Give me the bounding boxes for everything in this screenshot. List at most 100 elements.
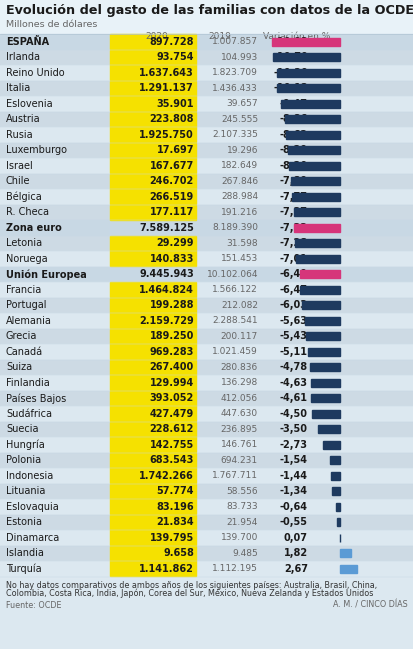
Bar xyxy=(306,332,339,340)
Text: 288.984: 288.984 xyxy=(221,192,257,201)
Text: -10,20: -10,20 xyxy=(273,67,307,78)
Text: 1.436.433: 1.436.433 xyxy=(212,84,257,93)
Bar xyxy=(0,437,413,452)
Bar xyxy=(0,452,413,468)
Text: -7,01: -7,01 xyxy=(279,254,307,263)
Bar xyxy=(288,146,339,154)
Text: 2.288.541: 2.288.541 xyxy=(212,316,257,325)
Text: Dinamarca: Dinamarca xyxy=(6,533,59,543)
Bar xyxy=(299,286,339,294)
Text: -6,47: -6,47 xyxy=(279,285,307,295)
Text: Hungría: Hungría xyxy=(6,439,45,450)
Text: -7,77: -7,77 xyxy=(279,191,307,202)
Text: -7,28: -7,28 xyxy=(279,238,307,249)
Bar xyxy=(291,193,339,201)
Bar xyxy=(110,127,195,142)
Text: Colombia, Costa Rica, India, Japón, Corea del Sur, México, Nueva Zelanda y Estad: Colombia, Costa Rica, India, Japón, Core… xyxy=(6,589,373,598)
Bar xyxy=(0,468,413,484)
Text: 1.007.857: 1.007.857 xyxy=(211,37,257,46)
Bar xyxy=(110,360,195,374)
Bar xyxy=(0,49,413,65)
Bar xyxy=(0,220,413,236)
Bar xyxy=(294,239,339,247)
Text: 1.823.709: 1.823.709 xyxy=(211,68,257,77)
Bar xyxy=(110,406,195,421)
Bar xyxy=(110,422,195,437)
Text: -5,63: -5,63 xyxy=(279,316,307,326)
Bar xyxy=(0,561,413,576)
Text: -0,64: -0,64 xyxy=(279,502,307,512)
Text: 212.082: 212.082 xyxy=(221,300,257,310)
Text: 1.464.824: 1.464.824 xyxy=(139,285,194,295)
Text: Millones de dólares: Millones de dólares xyxy=(6,20,97,29)
Text: Estonia: Estonia xyxy=(6,517,42,527)
Text: 19.296: 19.296 xyxy=(226,146,257,154)
Text: 2020: 2020 xyxy=(145,32,168,41)
Text: Países Bajos: Países Bajos xyxy=(6,393,66,404)
Text: 104.993: 104.993 xyxy=(220,53,257,62)
Text: -4,63: -4,63 xyxy=(279,378,307,387)
Text: Turquía: Turquía xyxy=(6,563,42,574)
Bar xyxy=(0,65,413,80)
Bar xyxy=(110,530,195,545)
Text: 9.658: 9.658 xyxy=(163,548,194,558)
Bar xyxy=(290,177,339,185)
Bar xyxy=(331,487,339,495)
Text: 129.994: 129.994 xyxy=(150,378,194,387)
Text: 7.589.125: 7.589.125 xyxy=(139,223,194,233)
Text: -1,44: -1,44 xyxy=(279,471,307,481)
Text: 8.189.390: 8.189.390 xyxy=(211,223,257,232)
Text: 151.453: 151.453 xyxy=(220,254,257,263)
Text: 1.637.643: 1.637.643 xyxy=(139,67,194,78)
Bar xyxy=(330,456,339,464)
Text: 1.566.122: 1.566.122 xyxy=(212,286,257,294)
Bar xyxy=(0,127,413,143)
Text: -7,37: -7,37 xyxy=(279,207,307,217)
Text: 35.901: 35.901 xyxy=(156,99,194,109)
Bar xyxy=(273,53,339,61)
Text: 191.216: 191.216 xyxy=(220,208,257,217)
Text: -8,62: -8,62 xyxy=(279,130,307,140)
Bar xyxy=(0,515,413,530)
Text: 412.056: 412.056 xyxy=(221,394,257,403)
Text: -8,20: -8,20 xyxy=(279,161,307,171)
Bar xyxy=(0,143,413,158)
Text: Eslovenia: Eslovenia xyxy=(6,99,52,109)
Bar xyxy=(276,84,339,92)
Text: 21.834: 21.834 xyxy=(156,517,194,527)
Bar xyxy=(0,158,413,173)
Bar xyxy=(110,515,195,530)
Text: 228.612: 228.612 xyxy=(149,424,194,434)
Bar xyxy=(271,38,339,46)
Bar xyxy=(0,344,413,360)
Bar xyxy=(110,453,195,468)
Text: 93.754: 93.754 xyxy=(156,53,194,62)
Bar xyxy=(110,282,195,297)
Bar xyxy=(0,80,413,96)
Text: 694.231: 694.231 xyxy=(221,456,257,465)
Text: -7,33: -7,33 xyxy=(279,223,307,233)
Bar xyxy=(110,499,195,514)
Text: Portugal: Portugal xyxy=(6,300,46,310)
Bar xyxy=(0,530,413,546)
Text: 0,07: 0,07 xyxy=(283,533,307,543)
Bar xyxy=(0,282,413,297)
Bar xyxy=(110,236,195,251)
Text: 266.519: 266.519 xyxy=(150,191,194,202)
Bar xyxy=(0,421,413,437)
Text: 1.742.266: 1.742.266 xyxy=(139,471,194,481)
Text: 136.298: 136.298 xyxy=(220,378,257,387)
Bar xyxy=(0,0,413,576)
Bar xyxy=(311,394,339,402)
Bar xyxy=(110,313,195,328)
Bar xyxy=(322,441,339,448)
Bar xyxy=(296,254,339,263)
Bar xyxy=(0,236,413,251)
Text: 83.733: 83.733 xyxy=(226,502,257,511)
Text: 1,82: 1,82 xyxy=(283,548,307,558)
Bar xyxy=(311,379,339,387)
Bar xyxy=(110,546,195,561)
Bar xyxy=(336,518,339,526)
Text: Unión Europea: Unión Europea xyxy=(6,269,87,280)
Bar xyxy=(299,270,339,278)
